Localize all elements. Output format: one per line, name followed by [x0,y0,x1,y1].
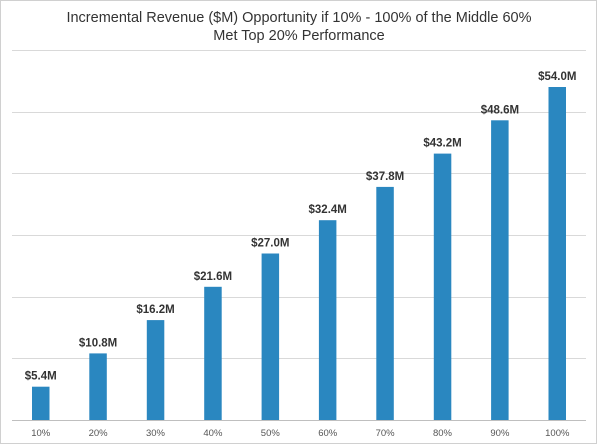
x-axis-tick-labels: 10% 20% 30% 40% 50% 60% 70% 80% 90% 100% [31,428,570,439]
x-tick-60pct: 60% [318,428,338,439]
data-label-10pct: $5.4M [25,371,57,383]
bar-60pct [318,220,337,420]
x-tick-10pct: 10% [31,428,51,439]
bar-20pct [89,353,107,420]
bar-40pct [204,286,222,420]
data-label-50pct: $27.0M [251,238,289,250]
x-tick-30pct: 30% [146,428,166,439]
data-label-90pct: $48.6M [481,104,519,116]
bar-70pct [376,186,394,420]
chart-title-line-2: Met Top 20% Performance [213,28,384,44]
data-label-70pct: $37.8M [366,171,404,183]
gridlines [12,50,586,359]
data-label-80pct: $43.2M [423,138,461,150]
bars [32,87,566,421]
chart-title-line-1: Incremental Revenue ($M) Opportunity if … [66,10,531,26]
data-label-60pct: $32.4M [309,204,347,216]
bar-90pct [491,120,509,421]
x-tick-40pct: 40% [203,428,223,439]
x-tick-50pct: 50% [261,428,281,439]
x-tick-70pct: 70% [376,428,396,439]
data-label-100pct: $54.0M [538,71,576,83]
x-tick-20pct: 20% [89,428,109,439]
data-label-20pct: $10.8M [79,337,117,349]
bar-50pct [261,253,280,420]
data-label-30pct: $16.2M [136,304,174,316]
bar-30pct [146,320,165,420]
bar-100pct [548,87,566,420]
bar-10pct [32,386,50,420]
data-labels: $5.4M $10.8M $16.2M $21.6M $27.0M $32.4M $37.8… [25,71,577,383]
x-tick-80pct: 80% [433,428,453,439]
x-tick-100pct: 100% [545,428,570,439]
bar-80pct [433,153,452,420]
x-tick-90pct: 90% [490,428,510,439]
data-label-40pct: $21.6M [194,271,232,283]
